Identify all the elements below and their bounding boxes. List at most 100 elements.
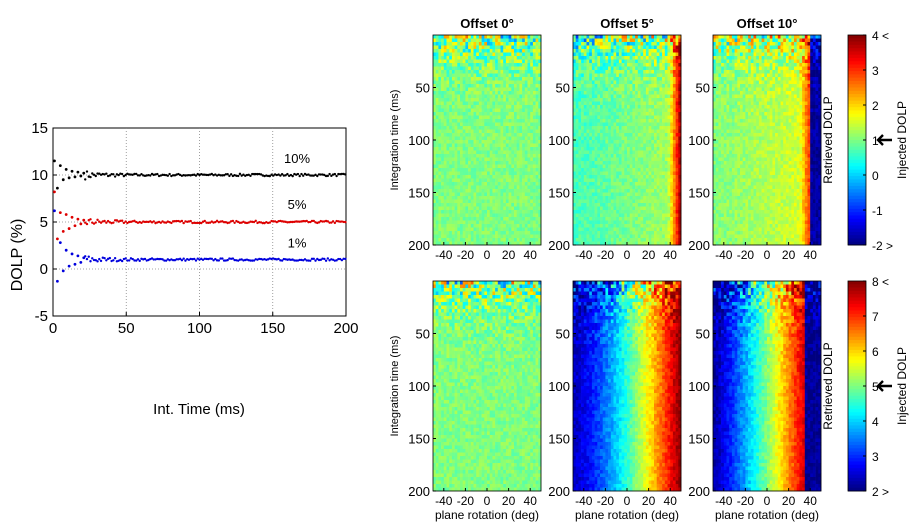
heatmap-cell — [613, 210, 617, 214]
heatmap-cell — [484, 63, 488, 67]
heatmap-cell — [478, 178, 482, 183]
data-point — [120, 219, 124, 222]
heatmap-cell — [449, 87, 453, 92]
heatmap-cell — [538, 49, 542, 53]
data-point — [145, 220, 148, 224]
heatmap-cell — [454, 105, 458, 109]
heatmap-cell — [495, 150, 499, 155]
heatmap-cell — [618, 192, 622, 197]
heatmap-cell — [624, 52, 628, 57]
heatmap-cell — [505, 161, 509, 165]
heatmap-cell — [468, 66, 472, 71]
data-point — [266, 174, 270, 178]
heatmap-cell — [497, 234, 501, 239]
heatmap-cell — [522, 126, 526, 130]
heatmap-cell — [457, 87, 461, 92]
heatmap-cell — [662, 59, 666, 64]
heatmap-cell — [500, 189, 504, 193]
data-point — [252, 172, 256, 176]
heatmap-cell — [481, 136, 485, 141]
heatmap-cell — [465, 63, 469, 67]
heatmap-cell — [618, 154, 622, 158]
heatmap-cell — [532, 35, 536, 39]
heatmap-cell — [465, 150, 469, 155]
heatmap-cell — [589, 45, 593, 50]
heatmap-cell — [589, 206, 593, 211]
heatmap-cell — [532, 63, 536, 67]
heatmap-cell — [597, 42, 601, 46]
heatmap-cell — [662, 199, 666, 204]
heatmap-cell — [514, 112, 517, 116]
data-point — [135, 172, 138, 176]
heatmap-cell — [629, 126, 633, 130]
heatmap-cell — [446, 70, 450, 74]
heatmap-cell — [473, 119, 477, 123]
data-point — [92, 258, 96, 262]
heatmap-cell — [654, 70, 657, 74]
heatmap-cell — [481, 157, 485, 162]
heatmap-cell — [473, 66, 477, 71]
heatmap-cell — [454, 45, 458, 50]
heatmap-cell — [581, 77, 585, 81]
heatmap-cell — [600, 168, 603, 172]
heatmap-cell — [473, 115, 477, 120]
heatmap-cell — [446, 80, 450, 85]
heatmap-cell — [460, 108, 463, 113]
heatmap-cell — [495, 238, 499, 242]
heatmap-cell — [454, 73, 458, 78]
data-point — [321, 220, 324, 223]
heatmap-cell — [632, 168, 636, 172]
heatmap-cell — [678, 80, 682, 85]
heatmap-cell — [433, 45, 436, 50]
heatmap-cell — [500, 56, 504, 60]
data-point — [249, 259, 252, 262]
heatmap-cell — [500, 168, 504, 172]
heatmap-cell — [632, 157, 636, 162]
heatmap-cell — [524, 98, 528, 102]
heatmap-cell — [586, 168, 590, 172]
heatmap-cell — [481, 112, 485, 116]
heatmap-cell — [508, 199, 512, 204]
heatmap-cell — [511, 206, 515, 211]
data-point — [284, 174, 287, 177]
heatmap-cell — [516, 241, 520, 246]
heatmap-cell — [519, 171, 523, 176]
heatmap-cell — [586, 154, 590, 158]
heatmap-cell — [610, 171, 614, 176]
heatmap-cell — [651, 84, 655, 88]
heatmap-cell — [514, 105, 517, 109]
heatmap-cell — [497, 164, 501, 169]
heatmap-cell — [451, 206, 455, 211]
heatmap-cell — [519, 136, 523, 141]
heatmap-cell — [583, 143, 587, 148]
heatmap-cell — [662, 66, 666, 71]
data-point — [126, 221, 129, 225]
heatmap-cell — [575, 94, 579, 99]
heatmap-cell — [473, 63, 477, 67]
heatmap-cell — [481, 199, 485, 204]
heatmap-cell — [613, 108, 617, 113]
heatmap-cell — [616, 35, 620, 39]
heatmap-cell — [678, 52, 682, 57]
heatmap-cell — [600, 66, 603, 71]
heatmap-cell — [478, 227, 482, 232]
heatmap-cell — [573, 101, 576, 106]
heatmap-cell — [538, 199, 542, 204]
heatmap-cell — [522, 129, 526, 134]
heatmap-cell — [454, 87, 458, 92]
heatmap-cell — [664, 38, 668, 43]
heatmap-cell — [449, 129, 453, 134]
heatmap-cell — [497, 189, 501, 193]
heatmap-cell — [473, 84, 477, 88]
data-point — [258, 257, 261, 261]
heatmap-cell — [613, 178, 617, 183]
heatmap-cell — [503, 119, 507, 123]
heatmap-cell — [514, 42, 517, 46]
heatmap-cell — [465, 220, 469, 225]
heatmap-cell — [438, 238, 442, 242]
heatmap-cell — [524, 42, 528, 46]
heatmap-cell — [495, 231, 499, 235]
heatmap-cell — [538, 115, 542, 120]
heatmap-cell — [497, 45, 501, 50]
heatmap-cell — [489, 35, 493, 39]
